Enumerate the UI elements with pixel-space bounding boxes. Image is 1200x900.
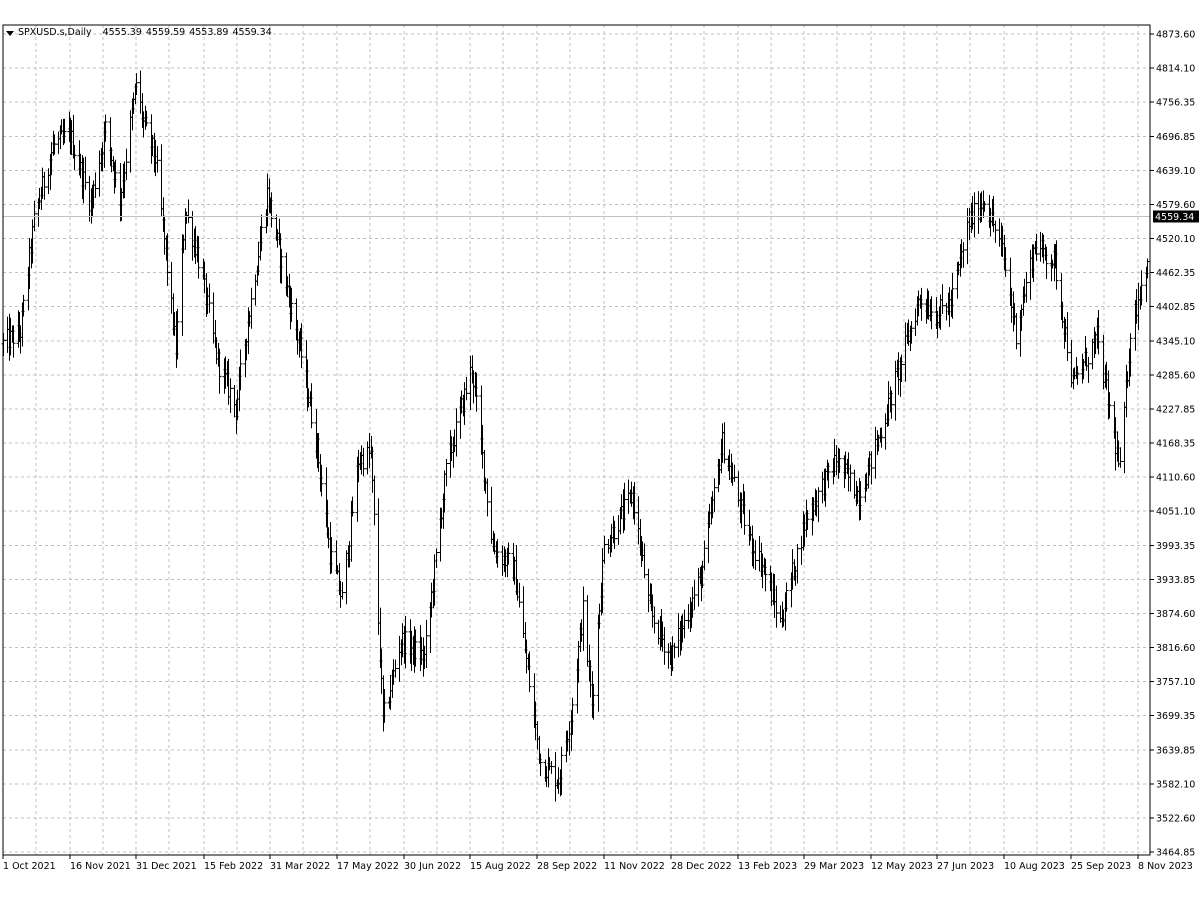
x-tick-label: 10 Aug 2023 <box>1004 861 1065 872</box>
current-price-label: 4559.34 <box>1155 212 1194 223</box>
y-tick-label: 4873.60 <box>1156 30 1195 41</box>
y-tick-label: 4110.60 <box>1156 473 1195 484</box>
y-tick-label: 4639.10 <box>1156 166 1195 177</box>
y-tick-label: 3522.60 <box>1156 813 1195 824</box>
chart-header: SPXUSD.s,Daily 4555.39 4559.59 4553.89 4… <box>6 27 272 38</box>
x-tick-label: 31 Dec 2021 <box>136 861 197 872</box>
y-tick-label: 4520.10 <box>1156 234 1195 245</box>
y-tick-label: 3816.60 <box>1156 643 1195 654</box>
y-tick-label: 3757.10 <box>1156 677 1195 688</box>
close-value: 4559.34 <box>232 27 272 38</box>
x-tick-label: 30 Jun 2022 <box>404 861 461 872</box>
x-tick-label: 15 Aug 2022 <box>470 861 531 872</box>
x-tick-label: 12 May 2023 <box>871 861 933 872</box>
y-tick-label: 3699.35 <box>1156 711 1195 722</box>
x-tick-label: 8 Nov 2023 <box>1138 861 1193 872</box>
y-tick-label: 4285.60 <box>1156 370 1195 381</box>
y-tick-label: 4168.35 <box>1156 439 1195 450</box>
open-value: 4555.39 <box>102 27 142 38</box>
low-value: 4553.89 <box>189 27 229 38</box>
x-tick-label: 31 Mar 2022 <box>270 861 330 872</box>
x-tick-label: 1 Oct 2021 <box>3 861 56 872</box>
y-tick-label: 4402.85 <box>1156 302 1195 313</box>
x-tick-label: 15 Feb 2022 <box>204 861 263 872</box>
y-tick-label: 3933.85 <box>1156 575 1195 586</box>
y-tick-label: 3464.85 <box>1156 848 1195 859</box>
y-tick-label: 3639.85 <box>1156 745 1195 756</box>
high-value: 4559.59 <box>145 27 186 38</box>
x-tick-label: 29 Mar 2023 <box>804 861 864 872</box>
x-tick-label: 27 Jun 2023 <box>937 861 994 872</box>
plot-frame <box>2 24 1151 856</box>
y-tick-label: 4696.85 <box>1156 132 1195 143</box>
x-tick-label: 28 Sep 2022 <box>537 861 597 872</box>
x-tick-label: 16 Nov 2021 <box>70 861 131 872</box>
x-tick-label: 17 May 2022 <box>337 861 399 872</box>
y-tick-label: 4579.60 <box>1156 200 1195 211</box>
y-tick-label: 3874.60 <box>1156 609 1195 620</box>
x-tick-label: 11 Nov 2022 <box>604 861 665 872</box>
y-tick-label: 4345.10 <box>1156 336 1195 347</box>
y-tick-label: 4462.35 <box>1156 268 1195 279</box>
y-tick-label: 3582.10 <box>1156 779 1195 790</box>
y-tick-label: 4227.85 <box>1156 404 1195 415</box>
x-tick-label: 13 Feb 2023 <box>738 861 797 872</box>
current-price-tag <box>1153 210 1199 223</box>
x-tick-label: 28 Dec 2022 <box>671 861 732 872</box>
y-tick-label: 4051.10 <box>1156 507 1195 518</box>
triangle-down-icon[interactable] <box>6 30 14 36</box>
y-tick-label: 3993.35 <box>1156 541 1195 552</box>
x-tick-label: 25 Sep 2023 <box>1071 861 1131 872</box>
y-tick-label: 4814.10 <box>1156 64 1195 75</box>
y-tick-label: 4756.35 <box>1156 98 1195 109</box>
symbol-label: SPXUSD.s,Daily <box>18 27 92 38</box>
